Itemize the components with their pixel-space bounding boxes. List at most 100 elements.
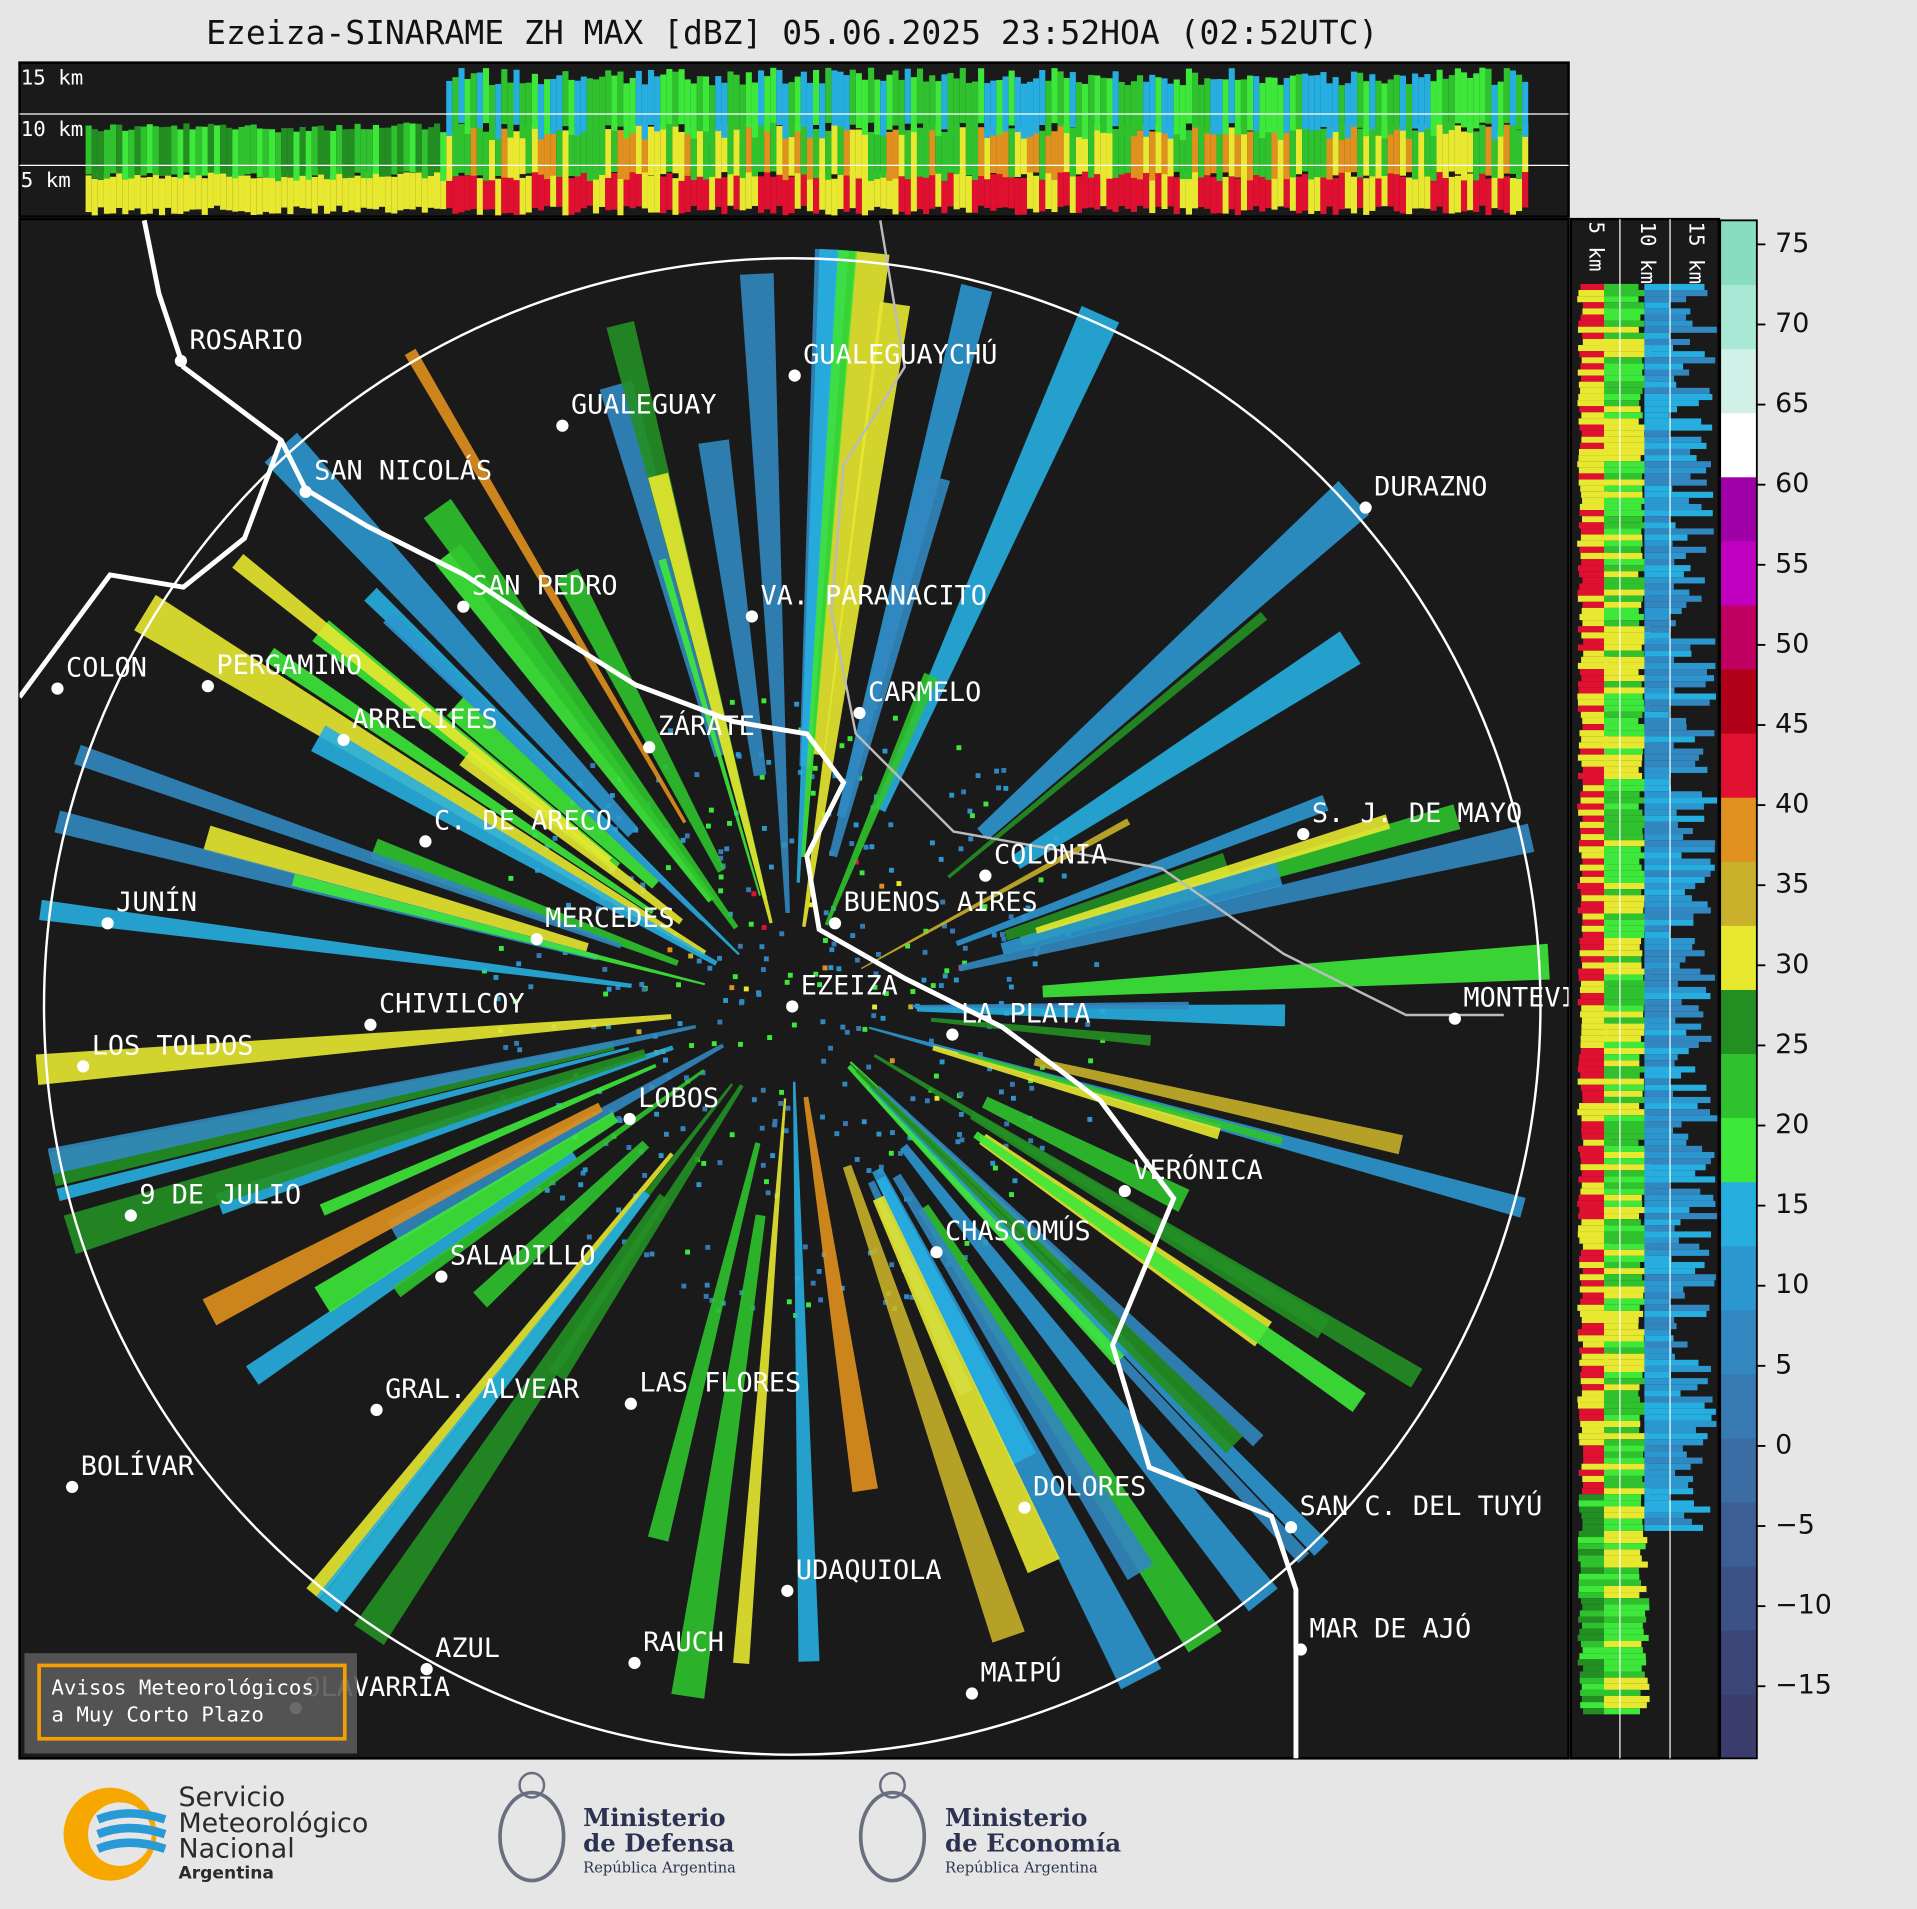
profile-cell [1604,1683,1650,1690]
echo-speckle [544,1187,550,1193]
profile-cell [1644,326,1717,333]
city-dot [174,354,188,368]
profile-cell [733,74,740,130]
profile-cell [1644,1200,1716,1207]
defensa-logo: Ministerio de Defensa República Argentin… [498,1771,736,1883]
echo-speckle [907,1135,913,1141]
profile-cell [464,173,471,211]
profile-cell [293,131,300,181]
echo-ray [319,1063,657,1216]
profile-cell [122,130,129,180]
profile-cell [489,85,496,141]
profile-cell [1644,369,1690,376]
profile-cell [1579,1255,1607,1262]
echo-ray [973,1131,1366,1412]
profile-cell [1578,1176,1606,1183]
profile-cell [1604,1231,1649,1238]
height-label: 5 km [21,168,71,192]
profile-cell [1582,1475,1610,1483]
profile-cell [678,176,685,214]
profile-cell [1644,345,1673,352]
notice-box[interactable]: Avisos Meteorológicos a Muy Corto Plazo [24,1653,357,1754]
profile-cell [1644,681,1706,688]
profile-cell [1430,131,1437,181]
profile-cell [1644,461,1712,468]
profile-cell [1604,1482,1649,1489]
profile-cell [1644,1420,1717,1428]
profile-cell [1604,1060,1640,1067]
city-label: UDAQUIOLA [796,1555,942,1586]
profile-cell [1578,1530,1606,1538]
profile-cell [1604,956,1642,963]
profile-cell [1057,71,1064,127]
profile-cell [1604,1708,1640,1715]
profile-cell [1210,79,1217,135]
city-label: LOS TOLDOS [92,1030,254,1061]
profile-cell [623,169,630,207]
echo-speckle [680,837,686,843]
profile-cell [1604,497,1647,504]
profile-cell [1579,571,1606,578]
profile-cell [654,128,661,178]
echo-speckle [823,910,829,916]
profile-cell [629,123,636,173]
profile-cell [874,79,881,135]
profile-cell [1577,1231,1605,1238]
echo-speckle [743,986,749,992]
profile-cell [311,176,318,214]
profile-cell [1033,175,1040,213]
profile-cell [874,130,881,180]
profile-cell [1008,128,1015,178]
profile-cell [684,175,691,213]
profile-cell [813,176,820,214]
profile-cell [256,177,263,215]
profile-cell [1644,1292,1685,1299]
profile-cell [1644,1402,1705,1409]
profile-cell [1579,937,1607,945]
colorbar-band [1720,1117,1757,1183]
profile-cell [1442,176,1449,214]
profile-cell [489,172,496,210]
profile-cell [513,69,520,125]
profile-cell [134,126,141,176]
profile-cell [116,171,123,208]
profile-cell [1644,1261,1705,1269]
colorbar-tick-label: 5 [1775,1349,1792,1380]
profile-cell [1579,1054,1607,1061]
profile-cell [702,76,710,132]
profile-cell [146,124,153,174]
height-label: 5 km [1584,222,1608,272]
profile-cell [409,172,416,210]
profile-cell [495,83,502,139]
echo-speckle [615,985,621,990]
profile-cell [629,77,636,133]
profile-cell [1582,1096,1610,1104]
city-label: ROSARIO [189,325,302,356]
profile-cell [440,132,447,182]
profile-cell [1644,913,1694,920]
profile-cell [1604,1573,1640,1580]
profile-cell [745,172,752,209]
profile-cell [1644,503,1702,511]
profile-cell [1604,424,1646,431]
profile-cell [751,127,758,177]
profile-cell [1581,895,1609,902]
profile-cell [1604,1457,1645,1464]
profile-cell [1644,1512,1685,1519]
profile-cell [238,126,245,176]
profile-cell [1604,1133,1645,1140]
profile-cell [1579,950,1607,957]
profile-cell [476,72,483,128]
echo-ray [899,1143,1278,1612]
profile-cell [1580,944,1608,951]
profile-cell [378,170,386,207]
profile-cell [1582,815,1610,822]
profile-cell [1644,1011,1704,1018]
profile-cell [537,173,545,211]
profile-cell [519,83,526,139]
city-label: GRAL. ALVEAR [385,1374,580,1405]
profile-cell [1644,962,1680,969]
city-dot [337,733,350,747]
profile-cell [721,82,728,138]
profile-cell [1185,130,1193,180]
